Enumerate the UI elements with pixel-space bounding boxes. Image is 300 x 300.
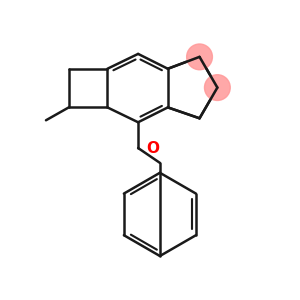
Text: O: O: [146, 140, 159, 155]
Circle shape: [187, 44, 212, 70]
Circle shape: [205, 75, 230, 101]
